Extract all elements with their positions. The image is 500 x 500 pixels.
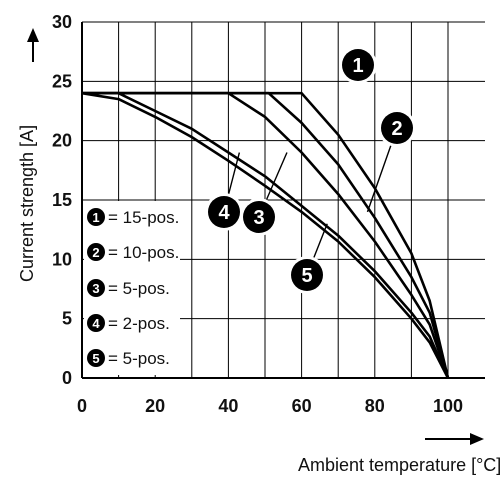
x-tick-label: 100 [433,396,463,416]
legend-label: = 10-pos. [108,243,179,262]
x-tick-label: 60 [292,396,312,416]
legend-badge-3 [87,279,105,297]
y-tick-label: 25 [52,71,72,91]
callout-number-1: 1 [352,55,363,77]
y-axis-arrow [27,28,39,62]
legend-badge-number: 5 [92,351,99,366]
legend-label: = 2-pos. [108,314,170,333]
x-axis-label: Ambient temperature [°C] [298,455,500,475]
y-tick-label: 20 [52,131,72,151]
callout-badge-5 [291,259,323,291]
series-line-2 [82,91,450,379]
x-tick-label: 0 [77,396,87,416]
y-tick-label: 0 [62,368,72,388]
y-tick-labels: 0 5 10 15 20 25 30 [52,12,72,388]
y-tick-label: 10 [52,249,72,269]
legend-label: = 5-pos. [108,279,170,298]
legend-badge-number: 3 [92,281,99,296]
x-tick-label: 80 [365,396,385,416]
legend-badge-number: 1 [92,210,99,225]
legend-badge-5 [87,349,105,367]
callout-badge-2 [381,112,413,144]
x-axis-arrow [425,433,484,445]
series-callouts: 1 2 3 4 5 [205,46,416,294]
legend-label: = 15-pos. [108,208,179,227]
callout-badge-1 [342,49,374,81]
legend-badge-1 [87,208,105,226]
x-tick-label: 40 [218,396,238,416]
callout-number-3: 3 [253,207,264,229]
legend: 1 = 15-pos. 2 = 10-pos. 3 = 5-pos. 4 = 2-pos. 5 =… [84,201,180,375]
axes [81,22,485,379]
legend-badge-4 [87,314,105,332]
series-line-5 [81,91,450,379]
legend-badge-2 [87,243,105,261]
series-line-3 [82,91,450,379]
callout-number-4: 4 [218,202,230,224]
legend-badge-number: 2 [92,245,99,260]
legend-label: = 5-pos. [108,349,170,368]
callout-badge-4 [208,196,240,228]
y-tick-label: 5 [62,309,72,329]
y-tick-label: 30 [52,12,72,32]
x-tick-labels: 0 20 40 60 80 100 [77,396,463,416]
callout-number-2: 2 [391,118,402,140]
callout-badge-3 [243,201,275,233]
series-line-1 [82,91,450,379]
callout-number-5: 5 [301,265,312,287]
series-lines [81,91,450,379]
series-line-4 [82,91,450,379]
legend-badge-number: 4 [92,316,100,331]
y-tick-label: 15 [52,190,72,210]
y-axis-label: Current strength [A] [17,125,37,282]
x-tick-label: 20 [145,396,165,416]
